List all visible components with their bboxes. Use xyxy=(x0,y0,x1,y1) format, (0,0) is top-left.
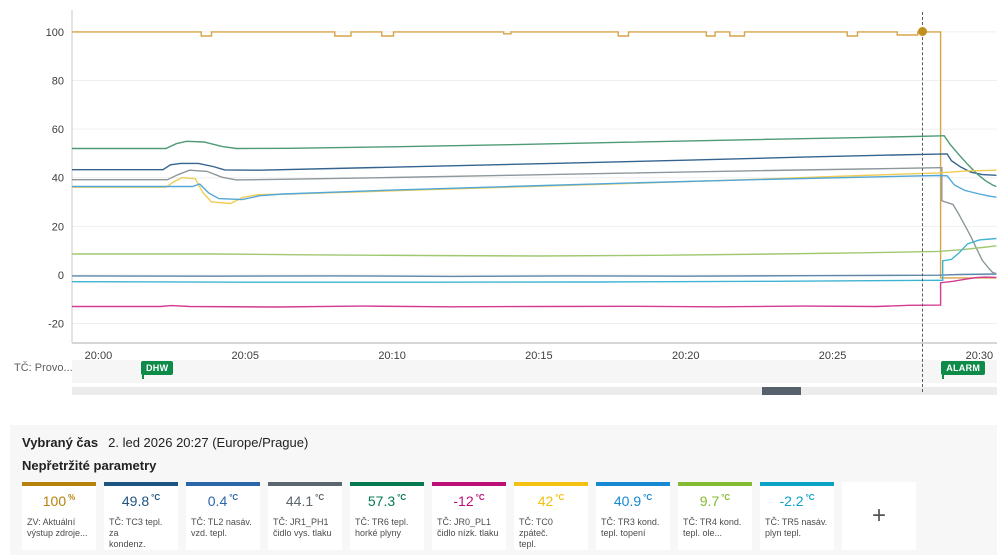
y-tick-label: -20 xyxy=(48,319,64,331)
parameter-value: 0.4 xyxy=(207,493,228,509)
y-tick-label: 40 xyxy=(52,173,64,185)
x-tick-label: 20:20 xyxy=(672,350,700,362)
horizontal-scrollbar[interactable] xyxy=(72,387,997,395)
parameter-label: tepl. xyxy=(519,539,537,549)
series-line-tr3[interactable] xyxy=(72,174,997,201)
event-badge-label: DHW xyxy=(146,363,169,373)
plus-icon: + xyxy=(871,502,886,529)
parameter-card-tc0[interactable]: 42 °C TČ: TC0 zpáteč. tepl. xyxy=(514,482,588,550)
parameter-value: -2.2 xyxy=(779,493,804,509)
parameter-label: tepl. ole... xyxy=(683,528,723,538)
x-tick-label: 20:10 xyxy=(378,350,406,362)
parameter-label: TČ: TC0 zpáteč. xyxy=(519,517,553,538)
series-line-tc3[interactable] xyxy=(72,153,997,176)
parameter-card-jr0-pl1[interactable]: -12 °C TČ: JR0_PL1 čidlo nízk. tlaku xyxy=(432,482,506,550)
scrollbar-thumb[interactable] xyxy=(762,387,801,395)
selected-time-row: Vybraný čas 2. led 2026 20:27 (Europe/Pra… xyxy=(22,435,985,450)
parameter-label: TČ: TR6 tepl. xyxy=(355,517,409,527)
parameter-unit: °C xyxy=(397,493,407,503)
trend-chart-canvas[interactable]: 100 80 60 40 20 0 -20 20:00 20:05 20:10 20:15 20:20… xyxy=(0,0,1007,365)
event-badge-alarm[interactable]: ALARM xyxy=(941,361,986,379)
series-line-tc0[interactable] xyxy=(72,169,997,205)
parameter-value: 44.1 xyxy=(285,493,314,509)
parameter-unit: °C xyxy=(151,493,161,503)
parameter-label: TČ: TR5 nasáv. xyxy=(765,517,828,527)
y-tick-label: 60 xyxy=(52,124,64,136)
timeline-row-label: TČ: Provo... xyxy=(14,362,73,374)
parameter-unit: °C xyxy=(555,493,565,503)
parameter-label: tepl. topení xyxy=(601,528,646,538)
parameter-label: TČ: TR3 kond. xyxy=(601,517,660,527)
parameter-label: TČ: JR0_PL1 xyxy=(437,517,492,527)
x-tick-label: 20:30 xyxy=(966,350,994,362)
series-line-jr0-pl1[interactable] xyxy=(72,276,997,308)
parameter-label: TČ: TC3 tepl. za xyxy=(109,517,163,538)
parameter-label: vzd. tepl. xyxy=(191,528,228,538)
parameter-label: kondenz. xyxy=(109,539,146,549)
y-tick-label: 80 xyxy=(52,75,64,87)
parameter-value: 57.3 xyxy=(367,493,396,509)
parameter-label: čidlo nízk. tlaku xyxy=(437,528,499,538)
parameter-unit: °C xyxy=(721,493,731,503)
parameter-card-jr1-ph1[interactable]: 44.1 °C TČ: JR1_PH1 čidlo vys. tlaku xyxy=(268,482,342,550)
x-tick-label: 20:25 xyxy=(819,350,847,362)
parameter-value: -12 xyxy=(453,493,474,509)
x-tick-label: 20:00 xyxy=(85,350,113,362)
event-badge-tail xyxy=(942,375,945,379)
series-line-zv-output[interactable] xyxy=(72,31,997,279)
parameter-card-tr4[interactable]: 9.7 °C TČ: TR4 kond. tepl. ole... xyxy=(678,482,752,550)
parameter-card-list: 100% ZV: Aktuální výstup zdroje... 49.8 °C… xyxy=(22,482,985,550)
event-badge-label: ALARM xyxy=(946,363,981,373)
parameter-value: 40.9 xyxy=(613,493,642,509)
parameter-label: TČ: JR1_PH1 xyxy=(273,517,329,527)
parameter-unit: °C xyxy=(229,493,239,503)
series-line-tr6[interactable] xyxy=(72,134,997,188)
parameter-value: 9.7 xyxy=(699,493,720,509)
selected-time-value: 2. led 2026 20:27 (Europe/Prague) xyxy=(108,435,309,450)
selected-time-panel: Vybraný čas 2. led 2026 20:27 (Europe/Pra… xyxy=(10,425,997,555)
event-badge-tail xyxy=(142,375,144,379)
parameter-label: výstup zdroje... xyxy=(27,528,88,538)
parameter-label: čidlo vys. tlaku xyxy=(273,528,332,538)
continuous-parameters-title: Nepřetržité parametry xyxy=(22,458,157,473)
event-badge-dhw[interactable]: DHW xyxy=(141,361,174,379)
parameter-card-tr3[interactable]: 40.9 °C TČ: TR3 kond. tepl. topení xyxy=(596,482,670,550)
parameter-unit: °C xyxy=(475,493,485,503)
parameter-card-tc3[interactable]: 49.8 °C TČ: TC3 tepl. za kondenz. xyxy=(104,482,178,550)
x-tick-label: 20:15 xyxy=(525,350,553,362)
parameter-value: 49.8 xyxy=(121,493,150,509)
timeline-event-lane xyxy=(72,360,997,383)
parameter-card-tr5[interactable]: -2.2 °C TČ: TR5 nasáv. plyn tepl. xyxy=(760,482,834,550)
parameter-card-tr6[interactable]: 57.3 °C TČ: TR6 tepl. horké plyny xyxy=(350,482,424,550)
parameter-label: plyn tepl. xyxy=(765,528,802,538)
add-parameter-button[interactable]: + xyxy=(842,482,916,550)
y-tick-label: 100 xyxy=(46,27,64,39)
parameter-label: ZV: Aktuální xyxy=(27,517,76,527)
selected-time-marker[interactable] xyxy=(917,27,927,37)
series-line-tr4[interactable] xyxy=(72,245,997,257)
selected-time-label: Vybraný čas xyxy=(22,435,99,450)
parameter-label: TČ: TL2 nasáv. xyxy=(191,517,252,527)
y-tick-label: 20 xyxy=(52,221,64,233)
series-line-jr1-ph1[interactable] xyxy=(72,166,997,275)
parameter-unit: % xyxy=(68,493,76,503)
parameter-label: horké plyny xyxy=(355,528,402,538)
parameter-label: TČ: TR4 kond. xyxy=(683,517,742,527)
parameter-unit: °C xyxy=(805,493,815,503)
parameter-card-tl2[interactable]: 0.4 °C TČ: TL2 nasáv. vzd. tepl. xyxy=(186,482,260,550)
selected-time-line[interactable] xyxy=(922,12,924,392)
y-tick-label: 0 xyxy=(58,270,64,282)
parameter-unit: °C xyxy=(315,493,325,503)
series-line-tr5[interactable] xyxy=(71,237,997,283)
x-tick-label: 20:05 xyxy=(231,350,259,362)
parameter-value: 100 xyxy=(42,493,67,509)
series-line-tl2[interactable] xyxy=(71,273,997,278)
parameter-unit: °C xyxy=(643,493,653,503)
parameter-value: 42 xyxy=(537,493,554,509)
parameter-card-zv-output[interactable]: 100% ZV: Aktuální výstup zdroje... xyxy=(22,482,96,550)
